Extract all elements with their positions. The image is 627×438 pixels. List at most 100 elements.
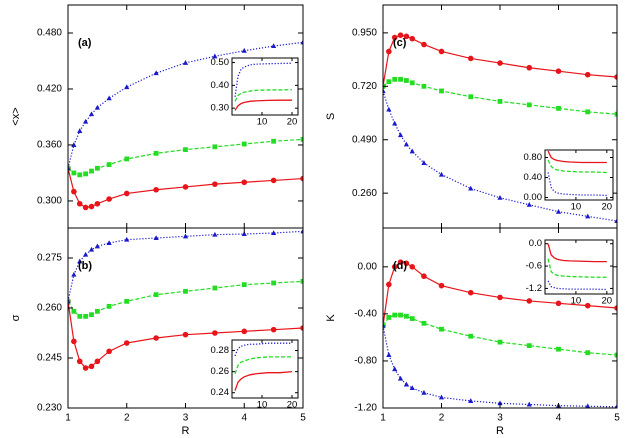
marker bbox=[94, 165, 100, 171]
series-line bbox=[547, 243, 607, 263]
y-tick-label: -0.6 bbox=[526, 261, 542, 272]
marker bbox=[397, 32, 404, 38]
marker bbox=[212, 144, 218, 150]
y-tick-label: 0.50 bbox=[211, 57, 230, 68]
y-tick-label: 0.260 bbox=[352, 188, 377, 199]
marker bbox=[386, 48, 392, 55]
marker bbox=[106, 196, 112, 202]
x-tick-label: 3 bbox=[183, 413, 189, 424]
marker bbox=[71, 170, 77, 176]
marker bbox=[392, 120, 398, 126]
series-line bbox=[547, 172, 607, 197]
x-tick-label: 3 bbox=[497, 413, 503, 424]
y-axis-label: σ bbox=[10, 314, 22, 321]
marker bbox=[76, 358, 83, 365]
marker bbox=[77, 128, 83, 133]
y-tick-label: -1.20 bbox=[354, 403, 377, 414]
marker bbox=[438, 48, 445, 55]
marker bbox=[409, 35, 416, 42]
y-tick-label: 0.245 bbox=[37, 353, 62, 364]
marker bbox=[241, 141, 247, 147]
marker bbox=[153, 235, 159, 240]
x-tick-label: 4 bbox=[556, 413, 562, 424]
marker bbox=[403, 33, 410, 40]
marker bbox=[124, 298, 130, 304]
marker bbox=[439, 88, 444, 94]
marker bbox=[271, 43, 277, 49]
y-tick-label: 0.480 bbox=[37, 28, 62, 39]
marker bbox=[106, 95, 112, 101]
marker bbox=[439, 326, 444, 332]
marker bbox=[212, 181, 218, 187]
marker bbox=[585, 350, 591, 356]
marker bbox=[124, 236, 130, 242]
y-tick-label: 0.720 bbox=[352, 81, 377, 92]
marker bbox=[614, 218, 617, 224]
marker bbox=[468, 94, 474, 100]
marker bbox=[386, 315, 392, 320]
marker bbox=[383, 322, 386, 328]
marker bbox=[614, 404, 617, 408]
frame bbox=[544, 239, 614, 295]
marker bbox=[183, 288, 188, 294]
marker bbox=[421, 389, 427, 395]
marker bbox=[497, 294, 503, 301]
marker bbox=[614, 305, 617, 311]
series-line bbox=[234, 89, 293, 102]
marker bbox=[383, 88, 386, 93]
inset-bg bbox=[232, 340, 298, 398]
marker bbox=[106, 303, 112, 309]
marker bbox=[421, 160, 427, 165]
marker bbox=[271, 230, 277, 235]
marker bbox=[403, 260, 410, 267]
marker bbox=[497, 99, 503, 104]
frame bbox=[544, 149, 614, 201]
marker bbox=[391, 264, 398, 270]
marker bbox=[555, 68, 562, 75]
marker bbox=[71, 338, 77, 345]
x-tick-label: 10 bbox=[257, 400, 268, 411]
series-line bbox=[234, 370, 293, 391]
marker bbox=[404, 313, 409, 319]
marker bbox=[468, 333, 474, 339]
marker bbox=[241, 47, 247, 53]
marker bbox=[124, 84, 130, 90]
marker bbox=[94, 358, 101, 365]
marker bbox=[421, 83, 427, 89]
marker bbox=[497, 400, 503, 406]
marker bbox=[212, 53, 218, 59]
marker bbox=[584, 71, 591, 78]
marker bbox=[68, 165, 71, 171]
series-line bbox=[68, 41, 303, 169]
marker bbox=[88, 203, 95, 210]
marker bbox=[76, 200, 83, 207]
x-tick-label: 20 bbox=[602, 202, 613, 213]
plot-area bbox=[383, 32, 617, 224]
marker bbox=[212, 231, 218, 237]
marker bbox=[241, 328, 248, 335]
marker bbox=[88, 363, 95, 370]
y-tick-label: 0.950 bbox=[352, 28, 377, 39]
series-line bbox=[547, 280, 607, 291]
marker bbox=[409, 385, 415, 390]
marker bbox=[88, 246, 95, 252]
marker bbox=[526, 64, 533, 71]
marker bbox=[397, 375, 404, 381]
marker bbox=[212, 330, 218, 336]
marker bbox=[398, 312, 403, 318]
marker bbox=[585, 109, 591, 115]
marker bbox=[438, 171, 445, 177]
plot-area bbox=[234, 342, 293, 391]
plot-area bbox=[234, 62, 293, 111]
series-line bbox=[547, 258, 607, 278]
marker bbox=[614, 352, 617, 358]
marker bbox=[83, 118, 89, 124]
marker bbox=[386, 106, 392, 112]
plot-area bbox=[547, 243, 607, 291]
marker bbox=[82, 365, 89, 371]
marker bbox=[106, 240, 112, 245]
marker bbox=[182, 233, 189, 239]
marker bbox=[397, 259, 404, 265]
series-line bbox=[68, 230, 303, 302]
marker bbox=[526, 201, 532, 207]
